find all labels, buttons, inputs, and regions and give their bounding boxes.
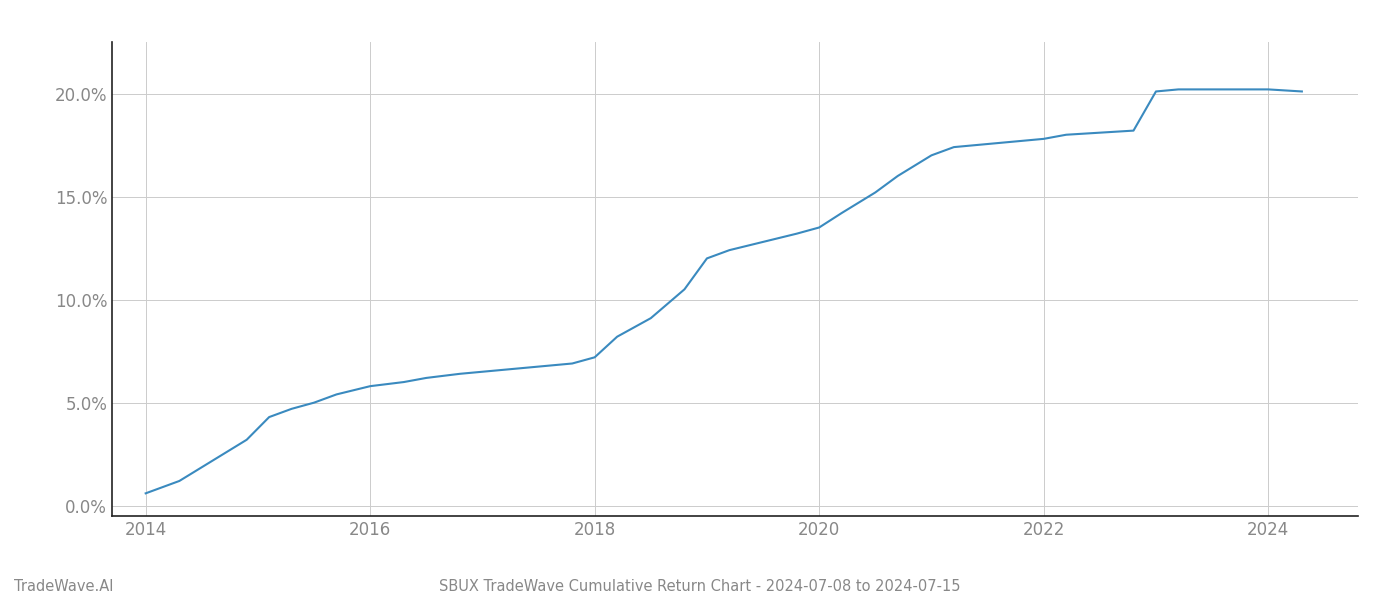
Text: TradeWave.AI: TradeWave.AI	[14, 579, 113, 594]
Text: SBUX TradeWave Cumulative Return Chart - 2024-07-08 to 2024-07-15: SBUX TradeWave Cumulative Return Chart -…	[440, 579, 960, 594]
